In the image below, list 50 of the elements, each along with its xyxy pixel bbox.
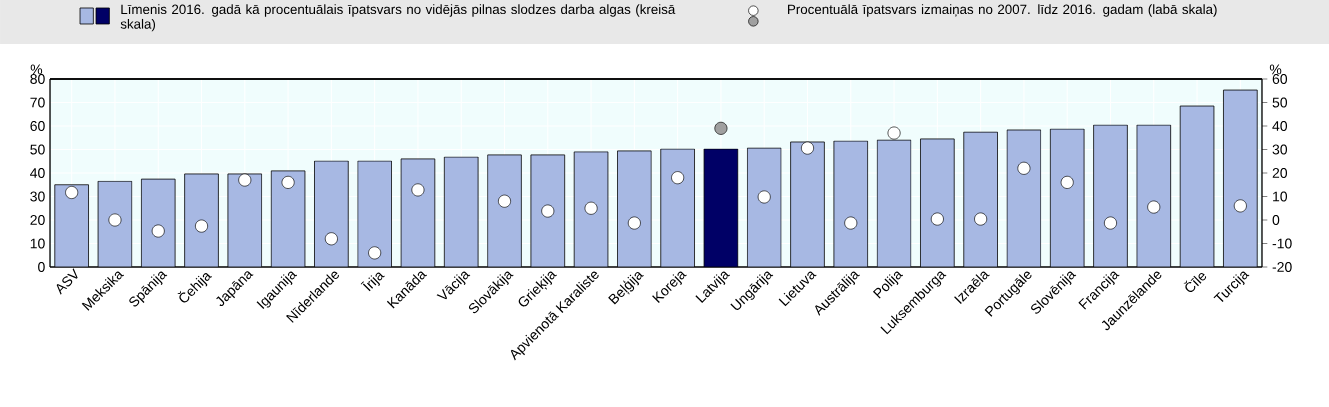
y2-tick-label: -10	[1272, 238, 1292, 249]
y2-axis-title: %	[1269, 64, 1282, 75]
y2-tick-label: 30	[1272, 144, 1288, 155]
point	[238, 173, 252, 187]
y-tick-label: 10	[30, 238, 45, 249]
x-tick-label: Čīle	[1183, 273, 1207, 293]
y-tick-label: 20	[30, 215, 45, 225]
point	[1147, 200, 1161, 214]
point	[930, 212, 944, 226]
point	[411, 183, 425, 197]
y-tick-label: 30	[30, 191, 45, 202]
y2-tick-label: 10	[1273, 191, 1288, 202]
y2-tick-label: 40	[1272, 121, 1288, 131]
point	[887, 126, 901, 140]
y2-tick-label: 50	[1272, 97, 1288, 108]
y-tick-label: 60	[30, 121, 45, 131]
point	[498, 194, 511, 208]
point	[757, 190, 771, 204]
y-tick-label: 80	[30, 74, 45, 84]
point	[714, 121, 728, 135]
point	[1104, 216, 1117, 230]
point	[974, 212, 988, 226]
legend-label: Procentuālā īpatsvars izmaiņas no 2007. līdz 2016. gadam (labā skala)	[788, 4, 1217, 17]
y2-tick-label: 0	[1272, 215, 1280, 225]
point	[801, 141, 814, 155]
point	[151, 224, 165, 238]
y-tick-label: 40	[30, 168, 45, 178]
point	[368, 246, 382, 260]
y2-tick-label: 20	[1272, 168, 1288, 178]
point	[195, 219, 208, 233]
y2-tick-label: 60	[1272, 74, 1288, 84]
point	[108, 213, 122, 227]
legend-label: Līmenis 2016. gadā kā procentuālais īpatsvars no vidējās pilnas slodzes darba algas (kreisā skala)	[120, 4, 676, 32]
point	[671, 171, 685, 185]
y-tick-label: 70	[30, 97, 45, 108]
point	[1017, 161, 1031, 175]
point	[1060, 175, 1074, 189]
point	[1233, 199, 1247, 213]
y-tick-label: 0	[38, 262, 45, 272]
point	[844, 216, 858, 230]
y2-tick-label: -20	[1272, 262, 1292, 272]
point	[541, 204, 555, 218]
y-axis-title: %	[30, 64, 43, 75]
y-tick-label: 50	[30, 144, 45, 155]
point	[65, 186, 79, 199]
point	[584, 201, 598, 215]
point	[324, 232, 338, 246]
point	[627, 216, 641, 230]
x-tick-label: Īrija	[360, 272, 385, 292]
point	[281, 175, 295, 189]
